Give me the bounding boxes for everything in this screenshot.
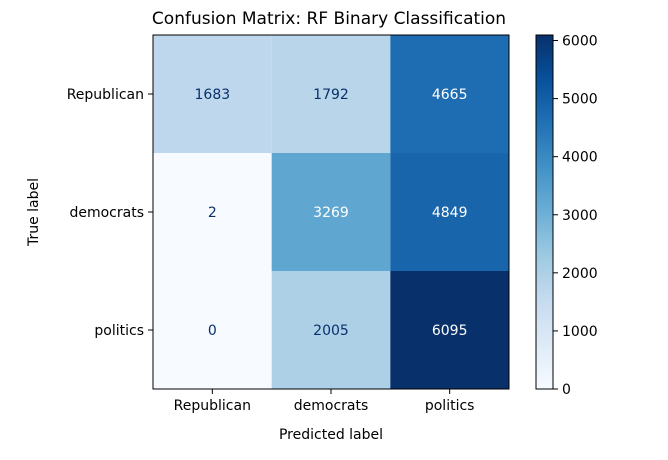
heatmap-cells: 1683 1792 4665 2 3269 4849 0 2005 6095 <box>153 35 509 389</box>
heatmap-cell <box>271 153 391 271</box>
y-tick-label: democrats <box>69 205 144 221</box>
x-tick-label: Republican <box>174 398 251 414</box>
colorbar-tick-label: 2000 <box>562 266 598 282</box>
colorbar-tick-label: 6000 <box>562 34 598 50</box>
colorbar-tick-label: 5000 <box>562 92 598 108</box>
colorbar-tick-label: 1000 <box>562 324 598 340</box>
heatmap-cell <box>153 153 272 271</box>
colorbar-tick-label: 0 <box>562 382 571 398</box>
heatmap-cell <box>271 35 391 153</box>
cell-value-label: 0 <box>208 323 217 339</box>
x-axis-label: Predicted label <box>279 427 383 443</box>
cell-value-label: 3269 <box>313 205 349 221</box>
colorbar-tick-label: 3000 <box>562 208 598 224</box>
cell-value-label: 1792 <box>313 87 349 103</box>
x-tick-label: politics <box>425 398 475 414</box>
cell-value-label: 4665 <box>432 87 468 103</box>
cell-value-label: 6095 <box>432 323 468 339</box>
y-tick-label: politics <box>94 323 144 339</box>
axis-ticks: Republican democrats politics Republican dem… <box>67 87 475 414</box>
colorbar <box>535 34 554 390</box>
heatmap-cell <box>153 271 272 389</box>
chart-title: Confusion Matrix: RF Binary Classificati… <box>152 9 506 29</box>
colorbar-ticks: 0 1000 2000 3000 4000 5000 6000 <box>553 34 598 398</box>
cell-value-label: 2005 <box>313 323 349 339</box>
heatmap-cell <box>390 153 509 271</box>
heatmap-cell <box>153 35 272 153</box>
colorbar-tick-label: 4000 <box>562 150 598 166</box>
y-axis-label: True label <box>26 178 42 247</box>
x-tick-label: democrats <box>294 398 369 414</box>
heatmap-cell <box>390 271 509 389</box>
heatmap-cell <box>271 271 391 389</box>
y-tick-label: Republican <box>67 87 144 103</box>
cell-value-label: 1683 <box>195 87 231 103</box>
cell-value-label: 4849 <box>432 205 468 221</box>
heatmap-cell <box>390 35 509 153</box>
cell-value-label: 2 <box>208 205 217 221</box>
